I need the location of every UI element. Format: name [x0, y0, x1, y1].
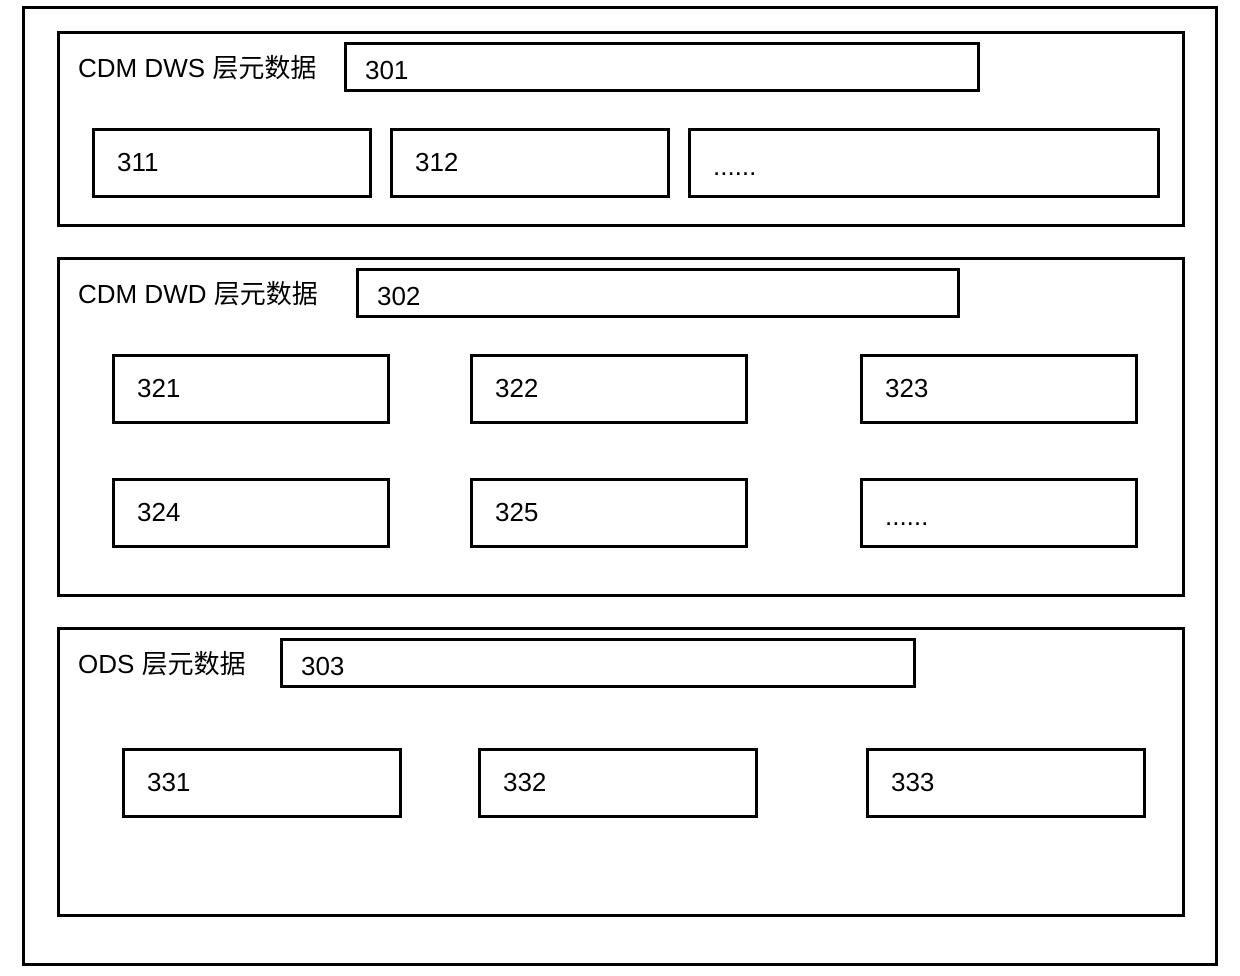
box-322-label: 322	[495, 373, 538, 404]
box-333-label: 333	[891, 767, 934, 798]
box-dwd-more-label: ......	[885, 501, 928, 532]
box-311: 311	[92, 128, 372, 198]
box-325: 325	[470, 478, 748, 548]
box-312: 312	[390, 128, 670, 198]
header-box-dwd-label: 302	[377, 281, 420, 312]
box-332: 332	[478, 748, 758, 818]
header-box-dwd: 302	[356, 268, 960, 318]
box-333: 333	[866, 748, 1146, 818]
layer-panel-dws: CDM DWS 层元数据 301 311 312 ......	[57, 31, 1185, 227]
header-box-dws-label: 301	[365, 55, 408, 86]
layer-title-ods: ODS 层元数据	[78, 644, 246, 681]
box-322: 322	[470, 354, 748, 424]
box-324: 324	[112, 478, 390, 548]
outer-frame: CDM DWS 层元数据 301 311 312 ...... CDM DWD …	[22, 6, 1218, 966]
box-323-label: 323	[885, 373, 928, 404]
layer-title-dws: CDM DWS 层元数据	[78, 48, 316, 85]
layer-panel-dwd: CDM DWD 层元数据 302 321 322 323 324 325 ...…	[57, 257, 1185, 597]
box-323: 323	[860, 354, 1138, 424]
box-321: 321	[112, 354, 390, 424]
box-332-label: 332	[503, 767, 546, 798]
box-dws-more-label: ......	[713, 151, 756, 182]
box-331: 331	[122, 748, 402, 818]
box-312-label: 312	[415, 147, 458, 178]
layer-panel-ods: ODS 层元数据 303 331 332 333	[57, 627, 1185, 917]
box-324-label: 324	[137, 497, 180, 528]
header-box-ods: 303	[280, 638, 916, 688]
box-dwd-more: ......	[860, 478, 1138, 548]
header-box-dws: 301	[344, 42, 980, 92]
box-311-label: 311	[117, 147, 158, 178]
box-325-label: 325	[495, 497, 538, 528]
box-321-label: 321	[137, 373, 180, 404]
box-331-label: 331	[147, 767, 190, 798]
layer-title-dwd: CDM DWD 层元数据	[78, 274, 318, 311]
box-dws-more: ......	[688, 128, 1160, 198]
header-box-ods-label: 303	[301, 651, 344, 682]
